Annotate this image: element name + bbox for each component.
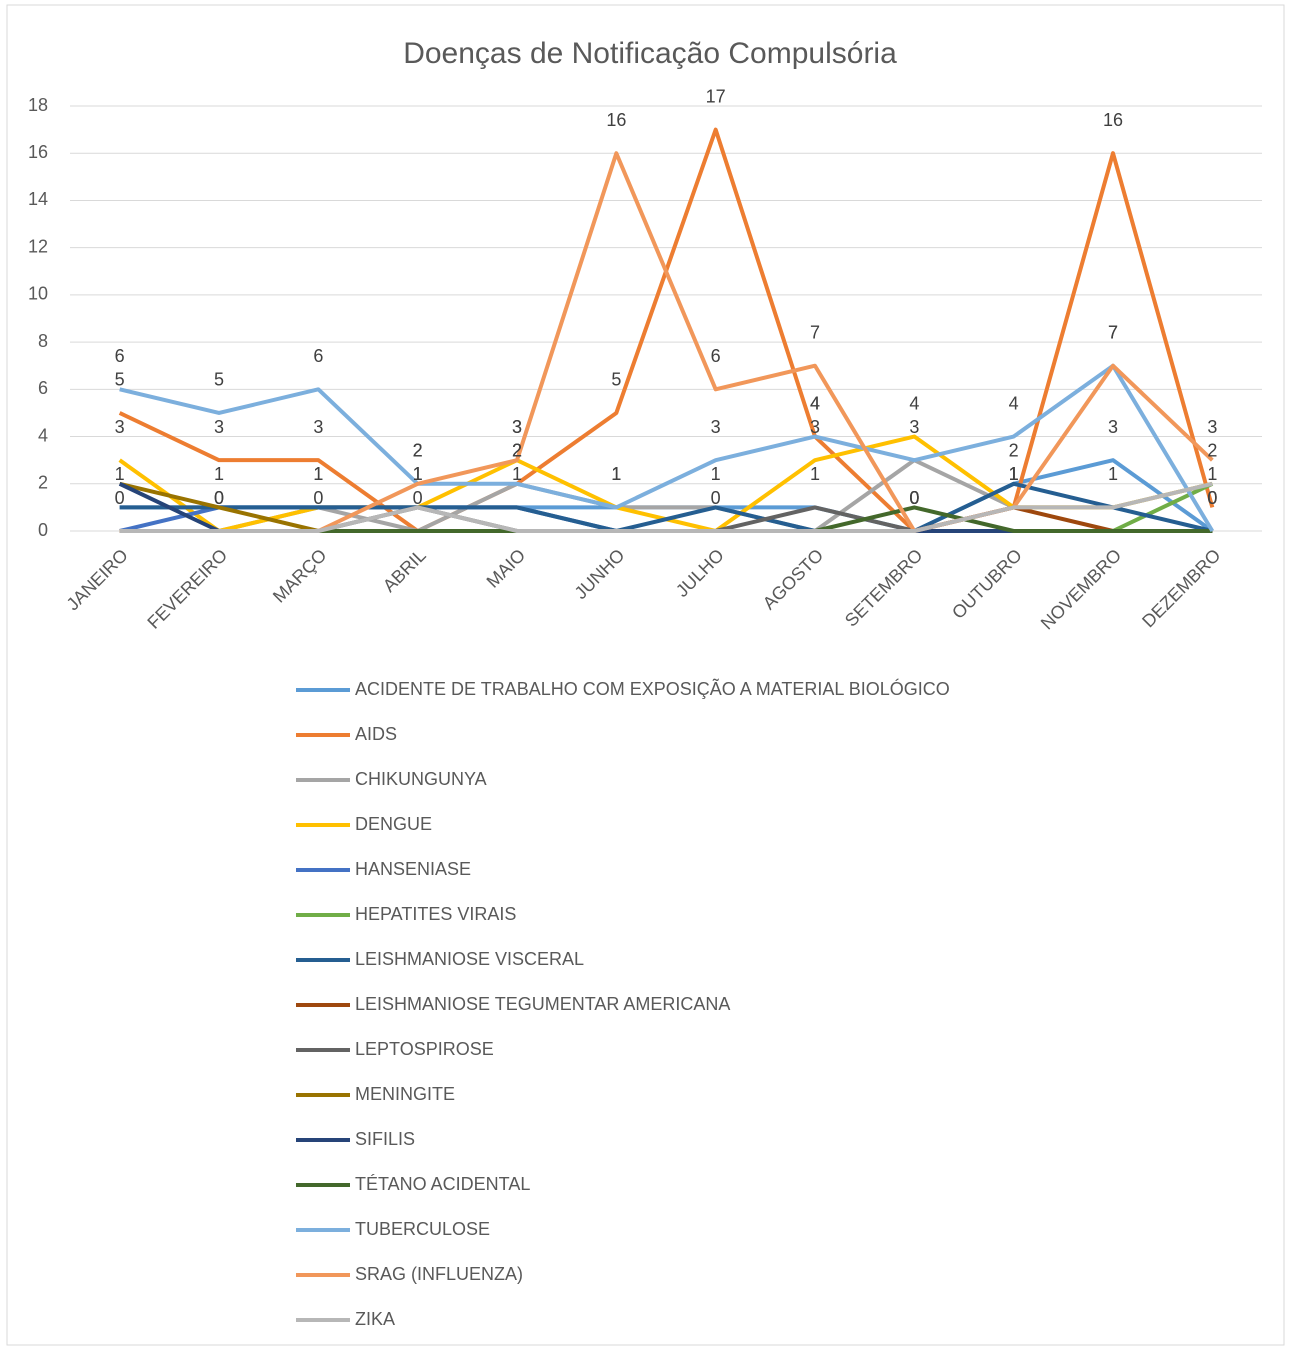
data-label: 0 — [711, 488, 721, 508]
legend-label: AIDS — [355, 724, 397, 744]
data-label: 1 — [1009, 464, 1019, 484]
data-label: 2 — [413, 441, 423, 461]
data-label: 6 — [115, 346, 125, 366]
legend-label: ACIDENTE DE TRABALHO COM EXPOSIÇÃO A MAT… — [355, 678, 950, 699]
legend-label: SIFILIS — [355, 1129, 415, 1149]
data-label: 6 — [313, 346, 323, 366]
data-label: 0 — [1207, 488, 1217, 508]
data-label: 5 — [115, 370, 125, 390]
y-tick-label: 0 — [38, 520, 48, 540]
legend-label: HEPATITES VIRAIS — [355, 904, 516, 924]
y-tick-label: 18 — [28, 95, 48, 115]
legend-label: TÉTANO ACIDENTAL — [355, 1174, 530, 1194]
data-label: 1 — [1108, 464, 1118, 484]
data-label: 0 — [214, 488, 224, 508]
data-label: 7 — [1108, 322, 1118, 342]
series-line — [119, 481, 1213, 533]
data-label: 1 — [214, 464, 224, 484]
y-tick-label: 12 — [28, 236, 48, 256]
data-label: 1 — [313, 464, 323, 484]
data-label: 1 — [115, 464, 125, 484]
legend-label: LEPTOSPIROSE — [355, 1039, 494, 1059]
data-label: 1 — [313, 464, 323, 484]
data-label: 3 — [313, 417, 323, 437]
data-label: 2 — [1009, 441, 1019, 461]
data-label: 0 — [313, 488, 323, 508]
data-label: 1 — [413, 464, 423, 484]
y-tick-label: 14 — [28, 189, 48, 209]
data-label: 3 — [512, 417, 522, 437]
data-label: 17 — [706, 86, 726, 106]
data-label: 0 — [413, 488, 423, 508]
data-label: 3 — [711, 417, 721, 437]
y-tick-label: 8 — [38, 331, 48, 351]
legend-label: LEISHMANIOSE VISCERAL — [355, 949, 584, 969]
data-label: 7 — [810, 322, 820, 342]
data-label: 3 — [512, 417, 522, 437]
data-label: 1 — [1207, 464, 1217, 484]
data-label: 16 — [1103, 110, 1123, 130]
y-tick-label: 10 — [28, 284, 48, 304]
data-label: 5 — [214, 370, 224, 390]
legend-label: MENINGITE — [355, 1084, 455, 1104]
data-label: 0 — [214, 488, 224, 508]
data-label: 1 — [611, 464, 621, 484]
data-label: 0 — [909, 488, 919, 508]
data-label: 2 — [512, 441, 522, 461]
data-label: 0 — [909, 488, 919, 508]
legend-label: SRAG (INFLUENZA) — [355, 1264, 523, 1284]
y-tick-label: 4 — [38, 425, 48, 445]
data-label: 1 — [413, 464, 423, 484]
legend-label: ZIKA — [355, 1309, 395, 1329]
data-label: 2 — [413, 441, 423, 461]
data-label: 0 — [1207, 488, 1217, 508]
data-label: 2 — [512, 441, 522, 461]
data-label: 4 — [1009, 393, 1019, 413]
series-line — [119, 481, 1213, 533]
data-label: 2 — [1207, 441, 1217, 461]
data-label: 1 — [810, 464, 820, 484]
legend-label: HANSENIASE — [355, 859, 471, 879]
data-label: 3 — [909, 417, 919, 437]
series-line — [119, 363, 1215, 533]
data-label: 3 — [1108, 417, 1118, 437]
data-label: 4 — [810, 393, 820, 413]
data-label: 1 — [512, 464, 522, 484]
y-tick-label: 6 — [38, 378, 48, 398]
data-label: 1 — [1009, 464, 1019, 484]
data-label: 3 — [810, 417, 820, 437]
legend-label: LEISHMANIOSE TEGUMENTAR AMERICANA — [355, 994, 730, 1014]
data-label: 3 — [1207, 417, 1217, 437]
data-label: 1 — [1009, 464, 1019, 484]
data-label: 1 — [611, 464, 621, 484]
legend-label: DENGUE — [355, 814, 432, 834]
y-tick-label: 2 — [38, 473, 48, 493]
data-label: 4 — [810, 393, 820, 413]
chart-frame — [6, 4, 1285, 1346]
legend-label: TUBERCULOSE — [355, 1219, 490, 1239]
data-label: 7 — [1108, 322, 1118, 342]
data-label: 16 — [606, 110, 626, 130]
data-label: 4 — [909, 393, 919, 413]
data-label: 5 — [611, 370, 621, 390]
data-label: 1 — [711, 464, 721, 484]
data-label: 3 — [214, 417, 224, 437]
chart-title: Doenças de Notificação Compulsória — [403, 37, 897, 70]
legend-label: CHIKUNGUNYA — [355, 769, 487, 789]
y-tick-label: 16 — [28, 142, 48, 162]
data-label: 0 — [115, 488, 125, 508]
data-label: 6 — [711, 346, 721, 366]
data-label: 3 — [115, 417, 125, 437]
data-label: 0 — [909, 488, 919, 508]
data-label: 1 — [611, 464, 621, 484]
